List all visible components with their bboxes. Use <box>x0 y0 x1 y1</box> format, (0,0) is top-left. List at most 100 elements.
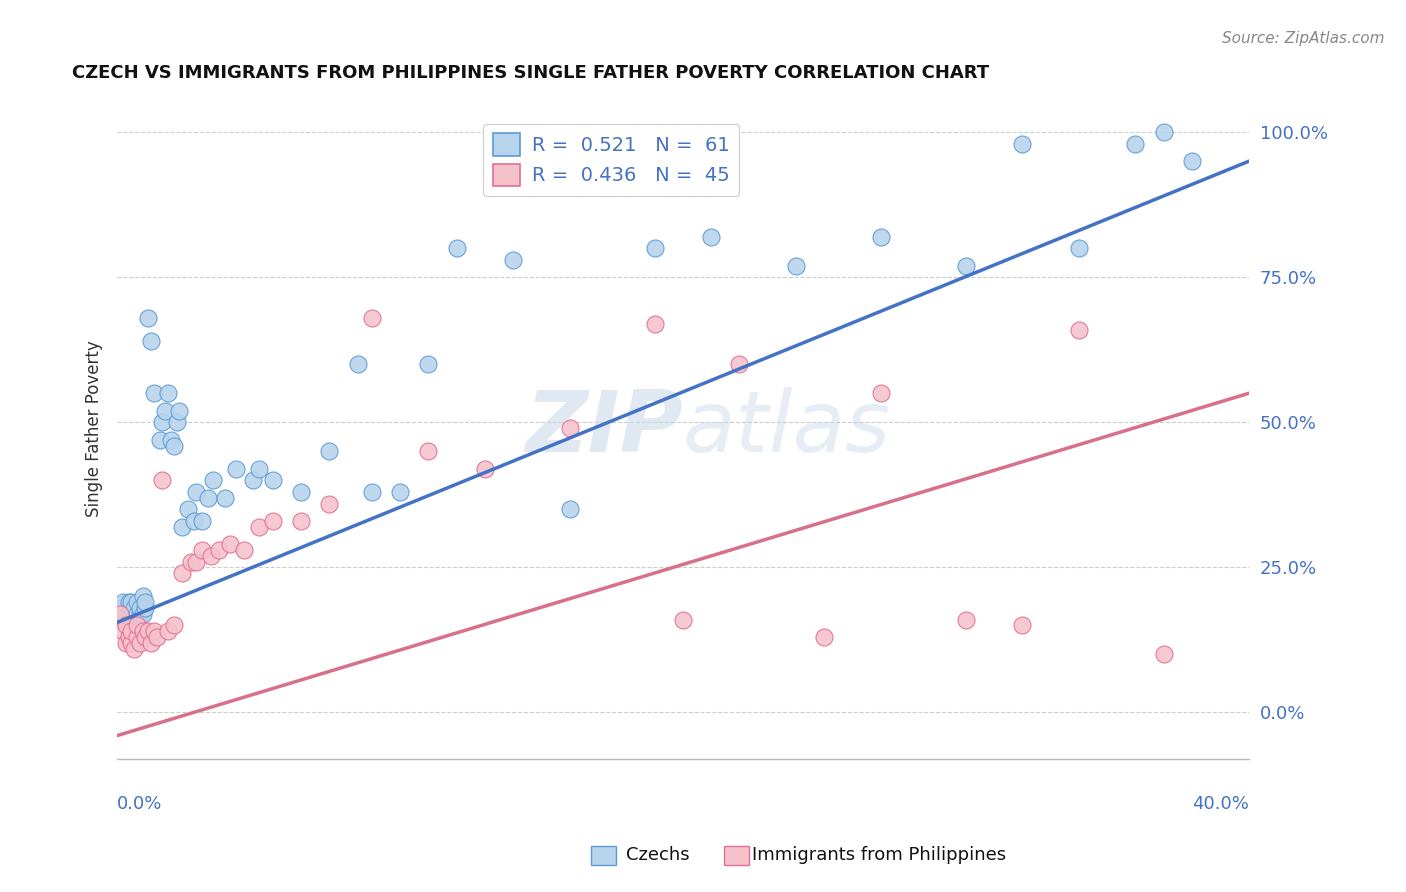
Point <box>114 618 136 632</box>
Point <box>143 624 166 639</box>
Point <box>813 630 835 644</box>
Point <box>125 607 148 621</box>
Point <box>163 438 186 452</box>
Point <box>108 607 131 621</box>
Point <box>155 403 177 417</box>
Point <box>1011 618 1033 632</box>
Point <box>134 595 156 609</box>
Point <box>208 543 231 558</box>
Point <box>172 520 194 534</box>
Point <box>120 601 142 615</box>
Legend: R =  0.521   N =  61, R =  0.436   N =  45: R = 0.521 N = 61, R = 0.436 N = 45 <box>484 124 740 196</box>
Point <box>117 630 139 644</box>
Point <box>122 641 145 656</box>
Point <box>186 485 208 500</box>
Point <box>290 514 312 528</box>
Point <box>242 474 264 488</box>
Text: ZIP: ZIP <box>526 386 683 470</box>
Point <box>108 601 131 615</box>
Point <box>700 229 723 244</box>
Point <box>131 590 153 604</box>
Point <box>146 630 169 644</box>
Point <box>169 403 191 417</box>
Point <box>262 514 284 528</box>
Point <box>125 630 148 644</box>
Point <box>1153 648 1175 662</box>
Point <box>120 595 142 609</box>
Point <box>418 357 440 371</box>
Point <box>157 624 180 639</box>
Point <box>1153 125 1175 139</box>
Point <box>346 357 368 371</box>
Point <box>318 444 340 458</box>
Point <box>125 595 148 609</box>
Point <box>172 566 194 581</box>
Point <box>186 555 208 569</box>
Point <box>134 601 156 615</box>
Point <box>191 543 214 558</box>
Point <box>180 555 202 569</box>
Point <box>120 636 142 650</box>
Point <box>111 595 134 609</box>
Point <box>1067 241 1090 255</box>
Point <box>125 618 148 632</box>
Point <box>785 259 807 273</box>
Point <box>360 485 382 500</box>
Point <box>446 241 468 255</box>
Point <box>360 310 382 325</box>
Point <box>122 601 145 615</box>
Point <box>870 229 893 244</box>
Point <box>183 514 205 528</box>
Point <box>136 310 159 325</box>
Point <box>1125 136 1147 151</box>
Point <box>128 607 150 621</box>
Point <box>1011 136 1033 151</box>
Text: CZECH VS IMMIGRANTS FROM PHILIPPINES SINGLE FATHER POVERTY CORRELATION CHART: CZECH VS IMMIGRANTS FROM PHILIPPINES SIN… <box>72 64 988 82</box>
Y-axis label: Single Father Poverty: Single Father Poverty <box>86 340 103 516</box>
Point <box>128 601 150 615</box>
Point <box>644 317 666 331</box>
Point <box>558 421 581 435</box>
Point <box>128 636 150 650</box>
Point <box>143 386 166 401</box>
Point <box>202 474 225 488</box>
Point <box>870 386 893 401</box>
Point <box>152 474 174 488</box>
Point <box>111 607 134 621</box>
Point <box>219 537 242 551</box>
Point <box>389 485 412 500</box>
Point <box>955 613 977 627</box>
Point <box>233 543 256 558</box>
Point <box>134 630 156 644</box>
Point <box>262 474 284 488</box>
Point <box>157 386 180 401</box>
Point <box>558 502 581 516</box>
Point <box>120 624 142 639</box>
Point <box>474 462 496 476</box>
Text: Czechs: Czechs <box>626 846 689 863</box>
Text: 0.0%: 0.0% <box>117 795 163 814</box>
Point <box>114 613 136 627</box>
Point <box>131 607 153 621</box>
Text: Source: ZipAtlas.com: Source: ZipAtlas.com <box>1222 31 1385 46</box>
Point <box>1067 322 1090 336</box>
Point <box>111 624 134 639</box>
Point <box>136 624 159 639</box>
Point <box>247 520 270 534</box>
Point <box>200 549 222 563</box>
Point <box>131 624 153 639</box>
Point <box>152 415 174 429</box>
Point <box>149 433 172 447</box>
Point <box>166 415 188 429</box>
Point <box>114 636 136 650</box>
Point <box>160 433 183 447</box>
Point <box>1181 154 1204 169</box>
Point <box>728 357 751 371</box>
Point <box>502 252 524 267</box>
Point <box>120 607 142 621</box>
Point <box>177 502 200 516</box>
Point <box>197 491 219 505</box>
Text: 40.0%: 40.0% <box>1192 795 1249 814</box>
Point <box>225 462 247 476</box>
Point <box>139 636 162 650</box>
